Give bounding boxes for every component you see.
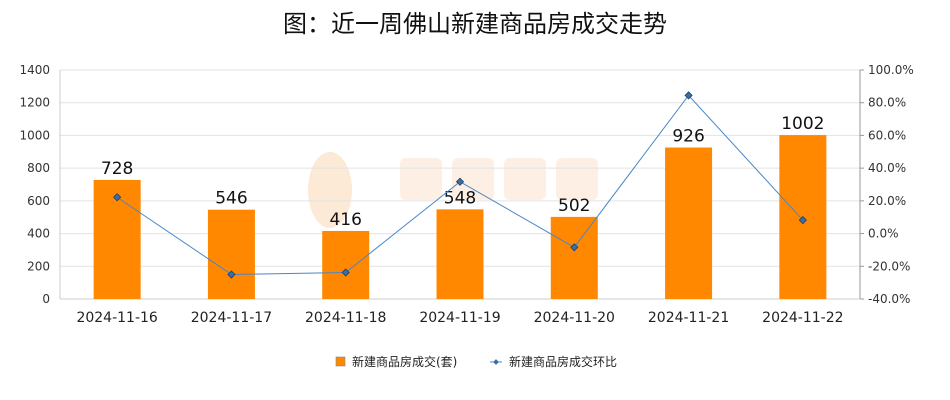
bar-data-label: 548 — [444, 188, 476, 208]
x-tick-label: 2024-11-19 — [419, 310, 500, 326]
y-left-tick-label: 1000 — [19, 128, 50, 142]
y-right-tick-label: 40.0% — [868, 161, 906, 175]
watermark-glyph-shape — [556, 158, 598, 200]
x-tick-label: 2024-11-22 — [762, 310, 843, 326]
x-tick-label: 2024-11-16 — [76, 310, 157, 326]
x-tick-label: 2024-11-20 — [534, 310, 615, 326]
legend-bar-label: 新建商品房成交(套) — [352, 354, 457, 369]
bar-data-label: 1002 — [781, 114, 824, 134]
x-tick-label: 2024-11-17 — [191, 310, 272, 326]
bar-data-label: 502 — [558, 196, 590, 216]
bar-data-label: 728 — [101, 159, 133, 179]
y-left-tick-label: 1400 — [19, 63, 50, 77]
y-left-tick-label: 200 — [27, 259, 50, 273]
y-left-tick-label: 0 — [42, 292, 50, 306]
bar — [665, 147, 713, 299]
y-left-tick-label: 400 — [27, 227, 50, 241]
y-right-tick-label: -20.0% — [868, 259, 910, 273]
line-point — [570, 243, 579, 252]
x-tick-label: 2024-11-21 — [648, 310, 729, 326]
bar — [322, 230, 370, 299]
bar — [207, 209, 255, 299]
watermark-glyph-shape — [504, 158, 546, 200]
y-right-tick-label: 60.0% — [868, 128, 906, 142]
y-left-tick-label: 600 — [27, 194, 50, 208]
line-point — [227, 270, 236, 279]
bar — [436, 209, 484, 299]
y-right-tick-label: 0.0% — [868, 227, 899, 241]
y-left-tick-label: 1200 — [19, 96, 50, 110]
x-tick-label: 2024-11-18 — [305, 310, 386, 326]
line-point — [455, 177, 465, 186]
legend-bar-swatch-icon — [335, 356, 346, 367]
line-point — [113, 193, 122, 202]
line-point — [798, 216, 807, 225]
y-left-tick-label: 800 — [27, 161, 50, 175]
bar — [550, 216, 598, 299]
y-right-tick-label: 80.0% — [868, 96, 906, 110]
bar-data-label: 546 — [215, 189, 247, 209]
watermark-glyph-shape — [400, 158, 442, 200]
y-right-tick-label: -40.0% — [868, 292, 910, 306]
bar-data-label: 926 — [672, 127, 704, 147]
legend-line-label: 新建商品房成交环比 — [509, 354, 617, 369]
watermark-logo-icon — [308, 152, 352, 228]
line-point — [341, 268, 350, 277]
bar-data-label: 416 — [329, 210, 361, 230]
line-point — [684, 91, 693, 100]
y-right-tick-label: 20.0% — [868, 194, 906, 208]
y-right-tick-label: 100.0% — [868, 63, 914, 77]
chart-title: 图：近一周佛山新建商品房成交走势 — [283, 10, 667, 38]
legend-line-marker-icon — [493, 359, 499, 365]
